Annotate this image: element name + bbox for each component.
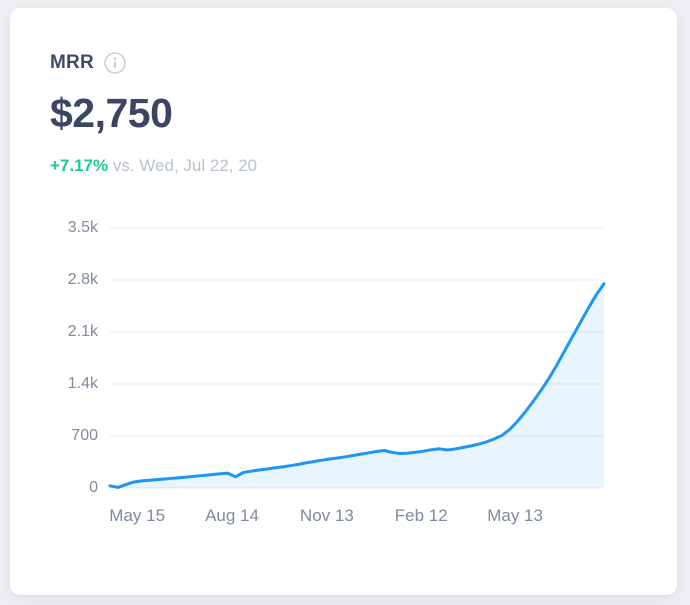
metric-value: $2,750 <box>50 90 173 136</box>
change-percent: +7.17% <box>50 156 109 175</box>
change-row: +7.17% vs. Wed, Jul 22, 20 <box>50 156 257 176</box>
x-tick-label: Aug 14 <box>205 506 259 525</box>
comparison-text: vs. Wed, Jul 22, 20 <box>113 156 257 175</box>
info-icon[interactable] <box>104 52 126 74</box>
comparison-label: vs. Wed, Jul 22, 20 <box>112 156 258 175</box>
series-area-fill <box>110 283 604 488</box>
x-tick-label: May 13 <box>487 506 543 525</box>
y-tick-label: 2.1k <box>67 323 98 340</box>
x-tick-label: Feb 12 <box>394 506 448 525</box>
mrr-card: MRR $2,750 +7.17% vs. Wed, Jul 22, 20 0 7… <box>10 8 677 595</box>
x-tick-label: Nov 13 <box>299 506 354 525</box>
x-tick-label: May 15 <box>109 506 166 525</box>
y-tick-label: 1.4k <box>67 375 98 392</box>
chart-plot-area[interactable] <box>108 224 606 492</box>
y-tick-label: 0 <box>89 479 98 496</box>
card-header: MRR <box>50 52 126 74</box>
y-tick-label: 700 <box>71 427 98 444</box>
series-line <box>108 282 606 489</box>
y-tick-label: 3.5k <box>67 219 98 236</box>
mrr-chart: 0 700 1.4k 2.1k 2.8k 3.5k May 15 Aug 14 Nov 13 F… <box>40 219 654 536</box>
card-title: MRR <box>50 52 94 73</box>
y-tick-label: 2.8k <box>67 271 98 288</box>
